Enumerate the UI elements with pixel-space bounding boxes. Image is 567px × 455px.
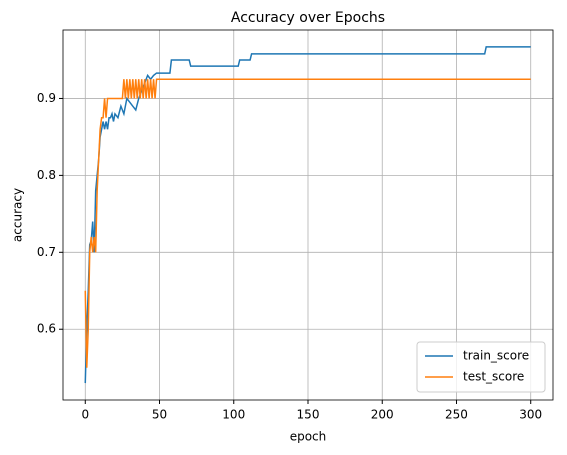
plot-frame (62, 29, 554, 401)
x-tick-label: 150 (297, 408, 320, 422)
legend-box (416, 341, 546, 393)
x-tick-label: 200 (371, 408, 394, 422)
y-axis-label: accuracy (11, 188, 25, 242)
x-tick-label: 250 (445, 408, 468, 422)
y-tick-label: 0.6 (37, 322, 56, 336)
data-line (84, 78, 531, 368)
y-tick-label: 0.8 (37, 168, 56, 182)
legend-label: test_score (463, 370, 524, 384)
legend-label: train_score (463, 349, 529, 363)
x-tick-label: 100 (222, 408, 245, 422)
x-tick-label: 300 (519, 408, 542, 422)
data-line (84, 46, 531, 384)
x-axis-label: epoch (290, 430, 327, 444)
y-tick-label: 0.9 (37, 91, 56, 105)
x-tick-label: 0 (81, 408, 89, 422)
y-tick-label: 0.7 (37, 245, 56, 259)
chart-title: Accuracy over Epochs (231, 10, 385, 26)
x-tick-label: 50 (152, 408, 167, 422)
